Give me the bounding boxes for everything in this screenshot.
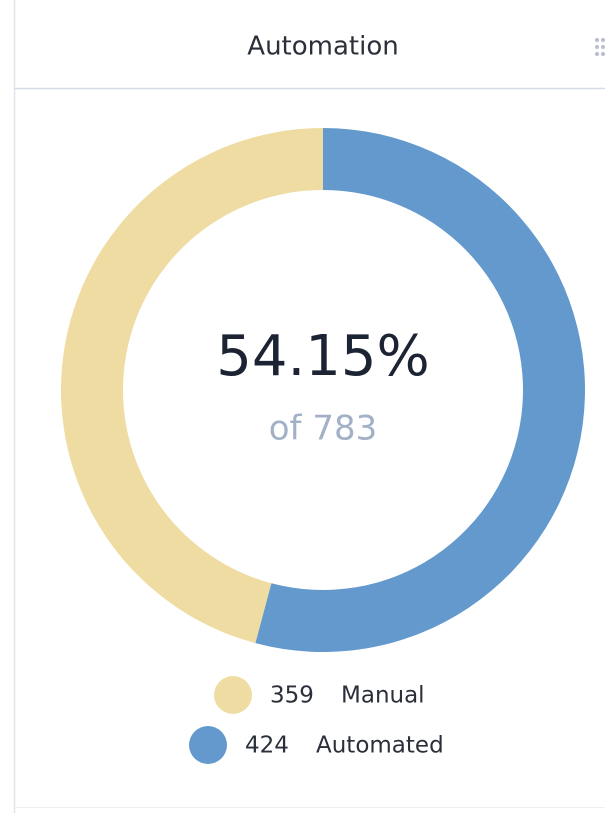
widget-title: Automation xyxy=(247,32,398,62)
donut-segment xyxy=(61,128,324,644)
legend-value: 359 xyxy=(270,683,314,709)
legend-label: Automated xyxy=(316,733,444,759)
legend-value: 424 xyxy=(245,733,289,759)
legend-swatch xyxy=(189,726,227,764)
center-sublabel: of 783 xyxy=(269,409,377,449)
donut-segment xyxy=(255,128,586,652)
donut xyxy=(61,128,586,652)
legend-swatch xyxy=(214,676,252,714)
center-value: 54.15% xyxy=(216,324,430,389)
drag-handle[interactable] xyxy=(595,38,605,56)
legend-label: Manual xyxy=(341,683,425,709)
